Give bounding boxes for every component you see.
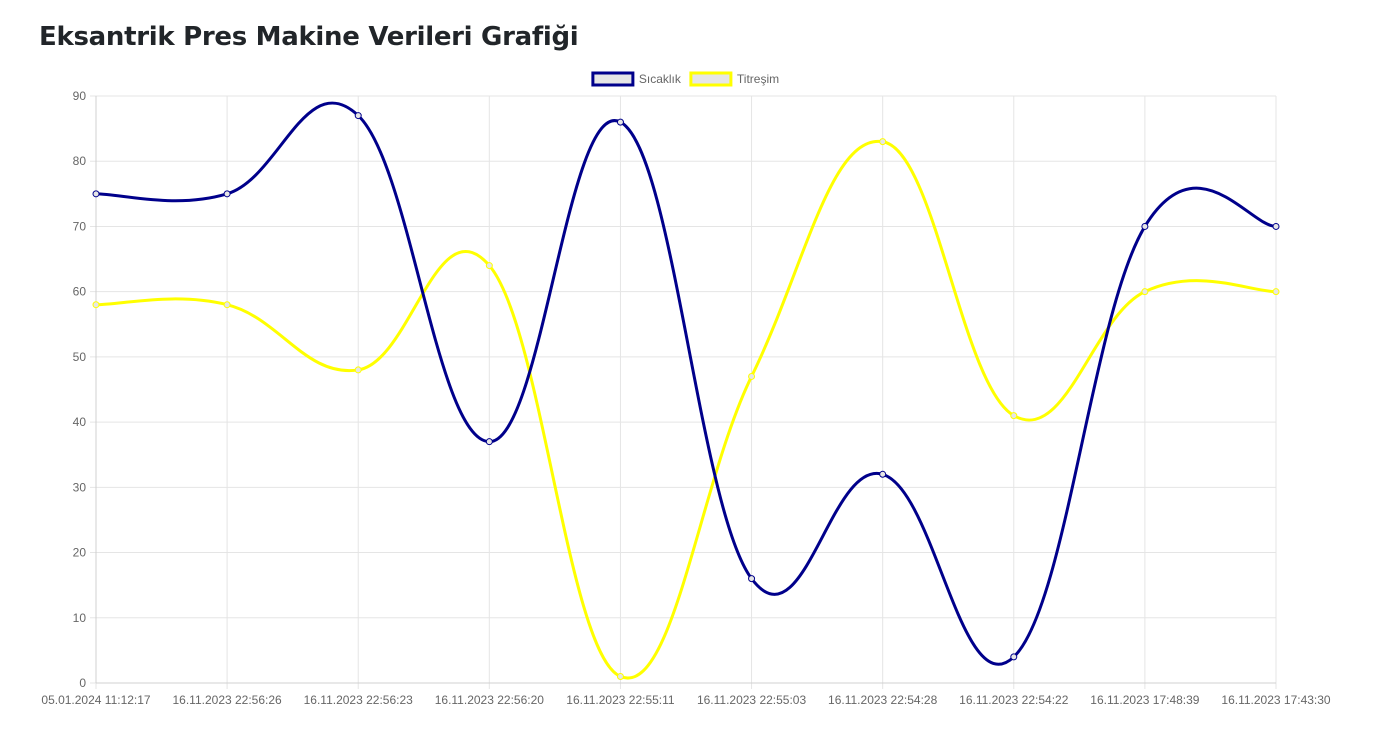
x-tick-label: 16.11.2023 22:55:11 [566, 693, 675, 707]
data-point[interactable] [354, 112, 362, 120]
series-group [92, 138, 1280, 680]
y-tick-label: 80 [73, 154, 87, 168]
x-tick-label: 16.11.2023 22:55:03 [697, 693, 807, 707]
chart-series [92, 101, 1280, 680]
legend-label: Titreşim [737, 72, 779, 86]
y-tick-label: 20 [73, 546, 87, 560]
data-point[interactable] [616, 672, 624, 680]
y-tick-label: 50 [73, 350, 87, 364]
y-tick-label: 0 [79, 676, 86, 690]
y-axis: 0 10 20 30 40 50 60 70 80 90 [73, 89, 97, 690]
y-tick-label: 10 [73, 611, 87, 625]
legend-swatch [689, 71, 733, 87]
y-tick-label: 70 [73, 219, 87, 233]
data-point[interactable] [1141, 222, 1149, 230]
x-tick-label: 16.11.2023 22:56:23 [304, 693, 414, 707]
x-tick-label: 16.11.2023 22:54:22 [959, 693, 1069, 707]
data-point[interactable] [748, 575, 756, 583]
data-point[interactable] [485, 262, 493, 270]
y-tick-label: 30 [73, 480, 87, 494]
series-group [92, 101, 1280, 666]
data-point[interactable] [354, 366, 362, 374]
data-point[interactable] [879, 138, 887, 146]
x-tick-label: 16.11.2023 22:54:28 [828, 693, 938, 707]
x-tick-label: 16.11.2023 17:48:39 [1090, 693, 1200, 707]
y-tick-label: 60 [73, 285, 87, 299]
data-point[interactable] [1141, 288, 1149, 296]
data-point[interactable] [748, 372, 756, 380]
data-point[interactable] [485, 438, 493, 446]
y-tick-label: 40 [73, 415, 87, 429]
y-tick-label: 90 [73, 89, 87, 103]
chart-legend[interactable]: Sıcaklık Titreşim [591, 71, 779, 87]
legend-item[interactable]: Titreşim [689, 71, 779, 87]
data-point[interactable] [92, 301, 100, 309]
legend-swatch [591, 71, 635, 87]
data-point[interactable] [223, 190, 231, 198]
x-tick-label: 16.11.2023 22:56:20 [435, 693, 545, 707]
x-tick-label: 16.11.2023 22:56:26 [173, 693, 283, 707]
data-point[interactable] [92, 190, 100, 198]
data-point[interactable] [879, 470, 887, 478]
x-tick-label: 05.01.2024 11:12:17 [41, 693, 151, 707]
series-line [94, 101, 1278, 666]
data-point[interactable] [1010, 653, 1018, 661]
legend-label: Sıcaklık [639, 72, 682, 86]
chart-grid [90, 95, 1277, 689]
data-point[interactable] [223, 301, 231, 309]
page-title: Eksantrik Pres Makine Verileri Grafiği [39, 22, 579, 52]
data-point[interactable] [616, 118, 624, 126]
x-tick-label: 16.11.2023 17:43:30 [1221, 693, 1331, 707]
data-point[interactable] [1272, 222, 1280, 230]
series-line [94, 140, 1278, 680]
x-axis: 05.01.2024 11:12:17 16.11.2023 22:56:26 16… [41, 682, 1331, 707]
data-point[interactable] [1272, 288, 1280, 296]
legend-item[interactable]: Sıcaklık [591, 71, 682, 87]
data-point[interactable] [1010, 412, 1018, 420]
